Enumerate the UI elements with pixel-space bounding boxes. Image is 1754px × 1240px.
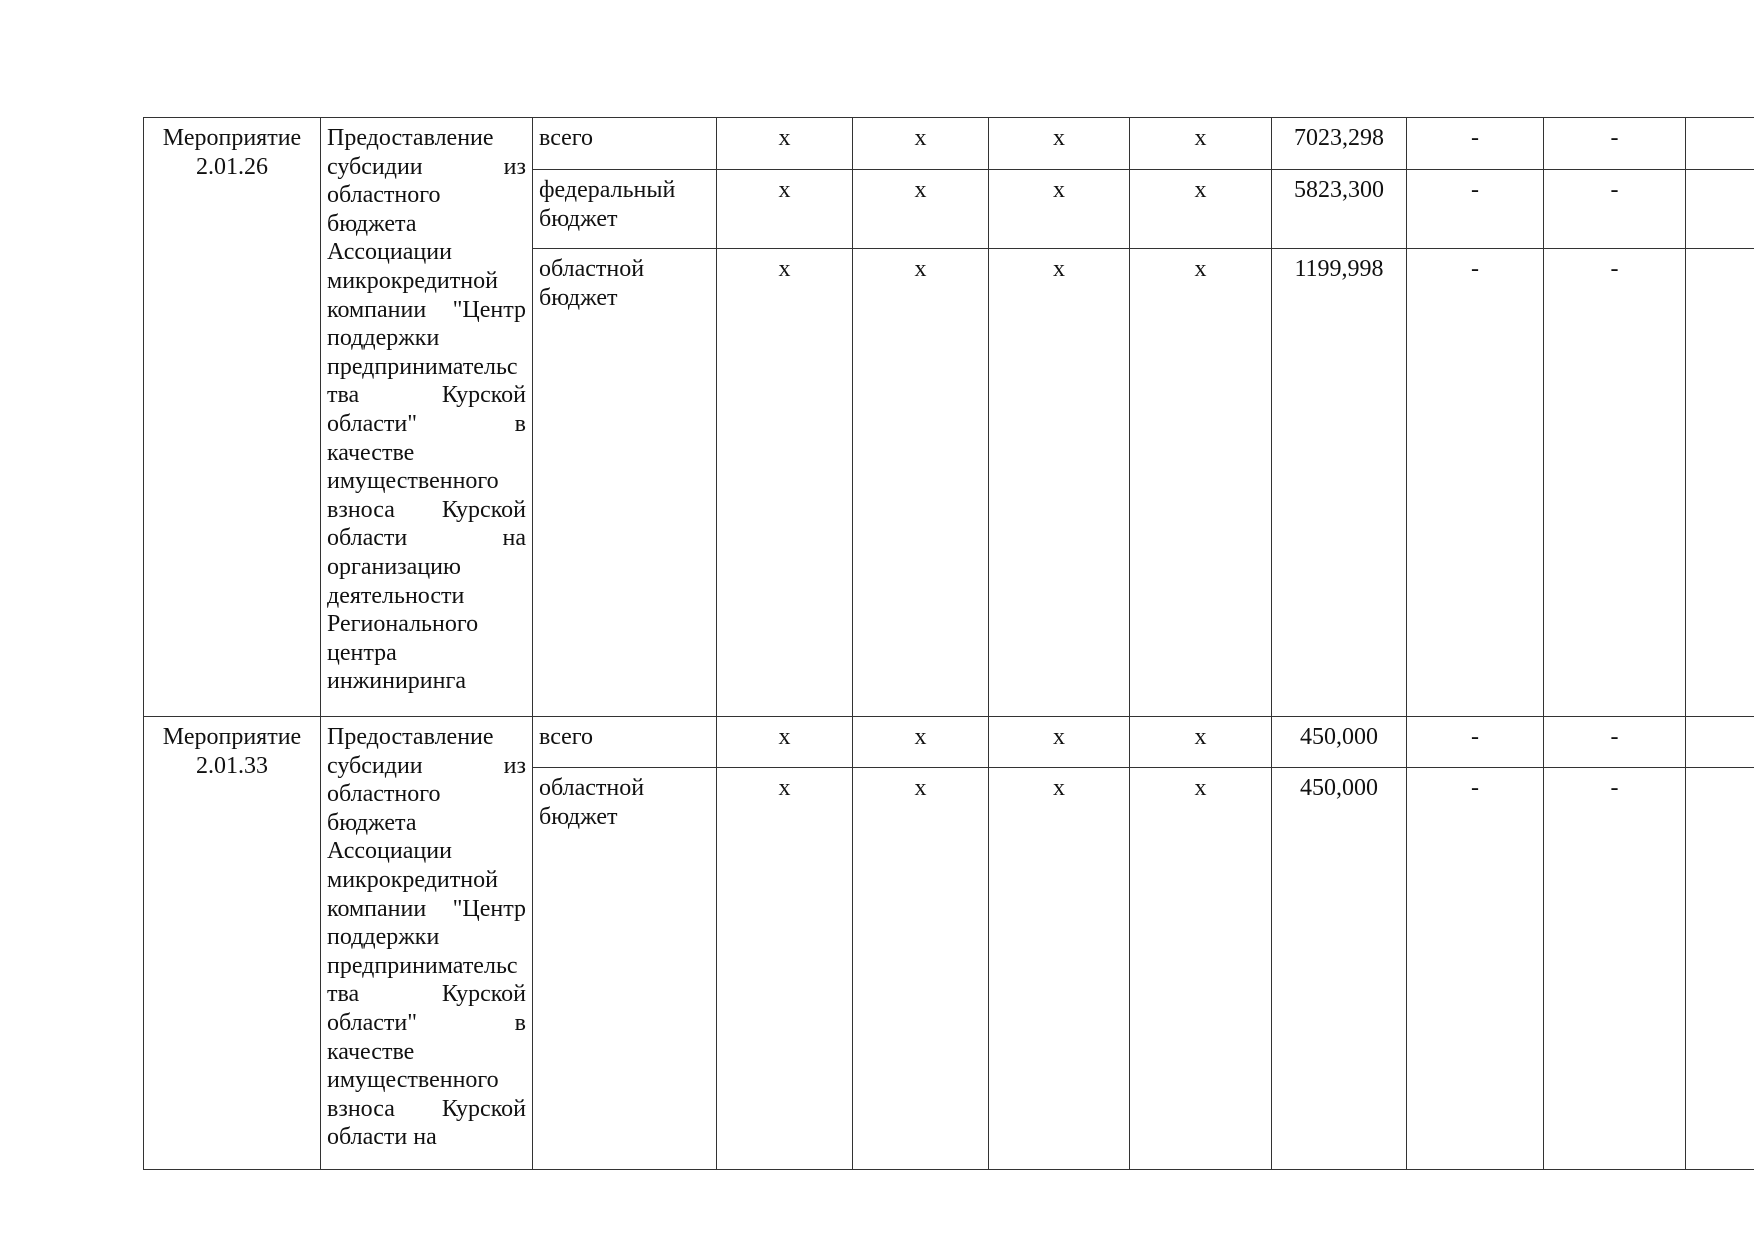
value-cell: х <box>1129 169 1272 249</box>
value-cell: - <box>1406 716 1544 768</box>
value-cell: - <box>1685 248 1754 717</box>
budget-table-page: Мероприятие 2.01.26 Предоставление субсид… <box>143 117 1754 1177</box>
amount-cell: 450,000 <box>1271 767 1407 1170</box>
value-cell: х <box>988 248 1130 717</box>
value-cell: х <box>852 117 989 170</box>
value-cell: х <box>716 248 853 717</box>
value-cell: - <box>1685 716 1754 768</box>
event-description-cell: Предоставление субсидии из областного бю… <box>320 716 533 1170</box>
funding-source-cell: областной бюджет <box>532 248 717 717</box>
event-id-cell: Мероприятие 2.01.33 <box>143 716 321 1170</box>
value-cell: х <box>852 248 989 717</box>
value-cell: х <box>988 169 1130 249</box>
funding-source-cell: всего <box>532 716 717 768</box>
value-cell: х <box>1129 716 1272 768</box>
value-cell: х <box>852 169 989 249</box>
value-cell: - <box>1406 248 1544 717</box>
value-cell: - <box>1406 117 1544 170</box>
amount-cell: 7023,298 <box>1271 117 1407 170</box>
value-cell: - <box>1543 169 1686 249</box>
value-cell: х <box>852 767 989 1170</box>
value-cell: - <box>1543 248 1686 717</box>
value-cell: х <box>716 716 853 768</box>
amount-cell: 1199,998 <box>1271 248 1407 717</box>
value-cell: - <box>1543 767 1686 1170</box>
amount-cell: 5823,300 <box>1271 169 1407 249</box>
value-cell: х <box>716 767 853 1170</box>
funding-source-cell: всего <box>532 117 717 170</box>
funding-source-cell: федеральный бюджет <box>532 169 717 249</box>
value-cell: - <box>1685 169 1754 249</box>
table-row: Мероприятие 2.01.26 Предоставление субсид… <box>143 117 1754 717</box>
budget-table: Мероприятие 2.01.26 Предоставление субсид… <box>143 117 1754 1170</box>
value-cell: - <box>1685 117 1754 170</box>
value-cell: х <box>1129 248 1272 717</box>
amount-cell: 450,000 <box>1271 716 1407 768</box>
value-cell: х <box>1129 117 1272 170</box>
value-cell: х <box>852 716 989 768</box>
funding-source-cell: областной бюджет <box>532 767 717 1170</box>
table-row: Мероприятие 2.01.33 Предоставление субсид… <box>143 716 1754 1170</box>
value-cell: - <box>1543 716 1686 768</box>
value-cell: х <box>988 767 1130 1170</box>
value-cell: - <box>1543 117 1686 170</box>
value-cell: х <box>988 716 1130 768</box>
event-id-cell: Мероприятие 2.01.26 <box>143 117 321 717</box>
value-cell: - <box>1406 767 1544 1170</box>
value-cell: х <box>716 169 853 249</box>
event-description-cell: Предоставление субсидии из областного бю… <box>320 117 533 717</box>
value-cell: - <box>1685 767 1754 1170</box>
value-cell: х <box>988 117 1130 170</box>
value-cell: - <box>1406 169 1544 249</box>
value-cell: х <box>716 117 853 170</box>
value-cell: х <box>1129 767 1272 1170</box>
